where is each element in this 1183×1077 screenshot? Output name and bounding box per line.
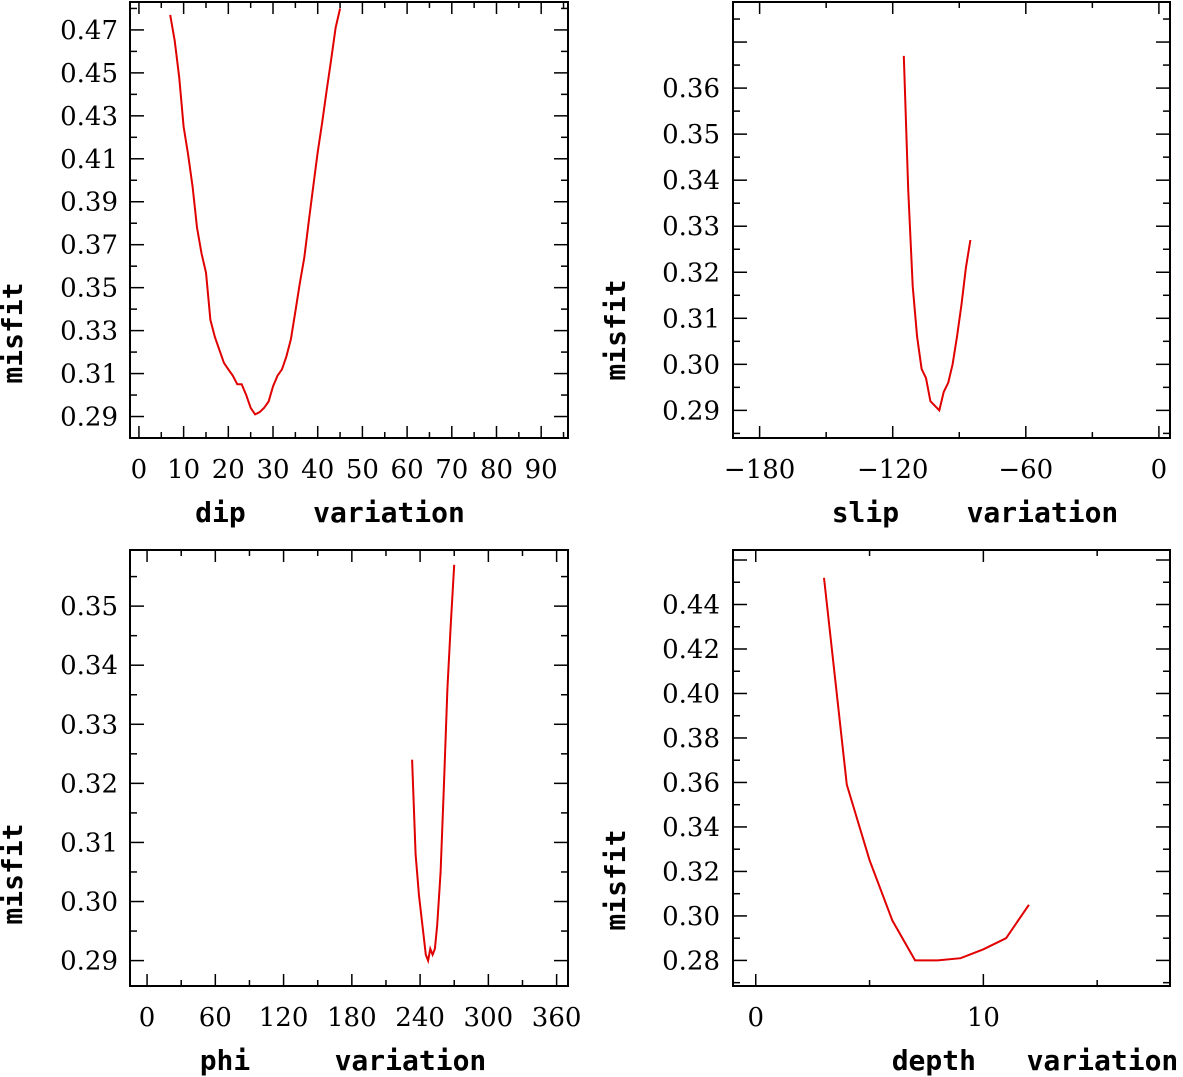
x-axis-label: depth variation — [892, 1044, 1179, 1077]
series-line-phi — [411, 564, 456, 965]
y-tick-label: 0.34 — [662, 813, 720, 843]
y-tick-label: 0.45 — [60, 59, 118, 89]
x-tick-label: 0 — [747, 1003, 764, 1033]
x-tick-label: 20 — [212, 455, 245, 485]
panel-slip: −180 −120 −60 0 0.29 0.30 0.31 0.32 0.33 0.34 0.35… — [599, 1, 1171, 529]
x-axis-label: phi variation — [200, 1044, 487, 1077]
y-tick-label: 0.34 — [60, 651, 118, 681]
y-tick-label: 0.44 — [662, 591, 720, 621]
x-tick-label: 0 — [1151, 455, 1168, 485]
x-tick-label: −120 — [857, 455, 928, 485]
y-tick-label: 0.34 — [662, 166, 720, 196]
y-tick-label: 0.32 — [662, 857, 720, 887]
x-tick-label: 10 — [967, 1003, 1000, 1033]
plot-frame — [129, 1, 569, 439]
y-tick-label: 0.30 — [662, 350, 720, 380]
x-tick-label: 60 — [199, 1003, 232, 1033]
y-axis-label: misfit — [0, 282, 29, 383]
y-tick-label: 0.33 — [662, 212, 720, 242]
y-tick-label: 0.33 — [60, 710, 118, 740]
y-axis-label: misfit — [0, 823, 29, 924]
x-tick-label: −180 — [724, 455, 795, 485]
y-tick-label: 0.29 — [60, 403, 118, 433]
y-tick-label: 0.41 — [60, 145, 118, 175]
x-tick-label: 30 — [256, 455, 289, 485]
x-tick-label: 80 — [480, 455, 513, 485]
y-tick-label: 0.38 — [662, 724, 720, 754]
y-tick-label: 0.40 — [662, 679, 720, 709]
panel-depth: 0 10 0.28 0.30 0.32 0.34 0.36 0.38 0.40 0.42 0.44 d… — [599, 549, 1179, 1077]
x-tick-label: −60 — [998, 455, 1053, 485]
x-tick-label: 60 — [391, 455, 424, 485]
x-tick-label: 120 — [259, 1003, 309, 1033]
series-line-slip — [902, 55, 972, 413]
y-axis-label: misfit — [599, 829, 632, 930]
x-tick-label: 180 — [327, 1003, 377, 1033]
y-tick-label: 0.39 — [60, 188, 118, 218]
y-tick-label: 0.31 — [60, 360, 118, 390]
x-tick-label: 240 — [395, 1003, 445, 1033]
y-tick-label: 0.35 — [60, 592, 118, 622]
y-tick-label: 0.42 — [662, 635, 720, 665]
y-tick-label: 0.36 — [662, 768, 720, 798]
y-tick-label: 0.35 — [662, 120, 720, 150]
plot-frame — [732, 549, 1171, 987]
y-tick-label: 0.31 — [60, 828, 118, 858]
panel-dip: 0 10 20 30 40 50 60 70 80 90 0.29 0.31 0.33 0.35 0.37 0… — [0, 1, 569, 529]
x-tick-label: 40 — [301, 455, 334, 485]
y-tick-label: 0.43 — [60, 102, 118, 132]
y-tick-label: 0.29 — [60, 947, 118, 977]
x-tick-label: 90 — [525, 455, 558, 485]
panel-phi: 0 60 120 180 240 300 360 0.29 0.30 0.31 0.32 0.33 0.… — [0, 549, 582, 1077]
y-axis-label: misfit — [599, 279, 632, 380]
series-line-depth — [823, 577, 1030, 962]
plot-frame — [732, 1, 1171, 439]
y-tick-label: 0.35 — [60, 274, 118, 304]
plot-frame — [129, 549, 569, 987]
x-axis-label: slip variation — [832, 496, 1119, 529]
series-line-dip — [169, 8, 342, 416]
y-tick-label: 0.31 — [662, 304, 720, 334]
y-tick-label: 0.30 — [662, 902, 720, 932]
y-tick-label: 0.47 — [60, 16, 118, 46]
y-tick-label: 0.30 — [60, 888, 118, 918]
x-axis-label: dip variation — [195, 496, 465, 529]
x-tick-label: 360 — [532, 1003, 582, 1033]
y-tick-label: 0.32 — [662, 258, 720, 288]
x-tick-label: 300 — [464, 1003, 514, 1033]
x-tick-label: 0 — [131, 455, 148, 485]
x-tick-label: 10 — [167, 455, 200, 485]
y-tick-label: 0.37 — [60, 231, 118, 261]
y-tick-label: 0.29 — [662, 396, 720, 426]
x-tick-label: 0 — [139, 1003, 156, 1033]
y-tick-label: 0.33 — [60, 317, 118, 347]
y-tick-label: 0.36 — [662, 74, 720, 104]
x-tick-label: 50 — [346, 455, 379, 485]
y-tick-label: 0.32 — [60, 769, 118, 799]
y-tick-label: 0.28 — [662, 946, 720, 976]
x-tick-label: 70 — [435, 455, 468, 485]
